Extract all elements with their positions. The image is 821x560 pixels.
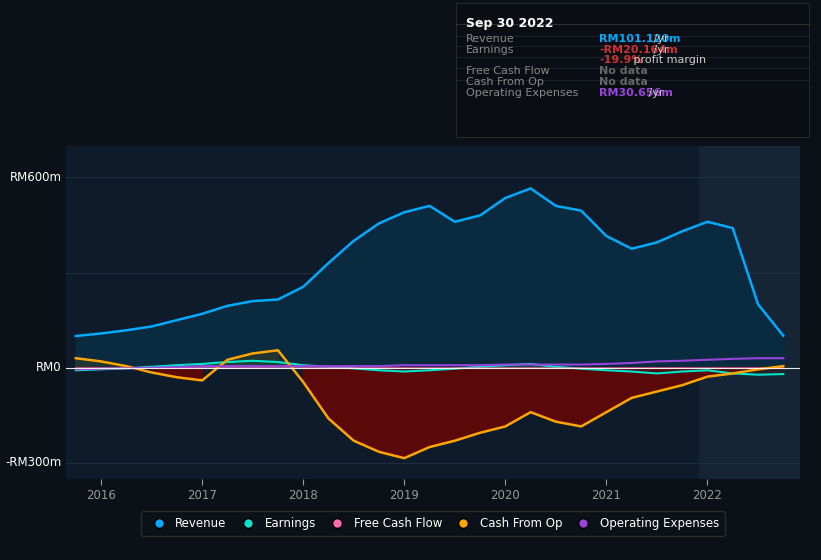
Text: Sep 30 2022: Sep 30 2022 [466,17,553,30]
Text: No data: No data [599,66,649,76]
Text: -RM300m: -RM300m [5,456,62,469]
Text: RM600m: RM600m [10,171,62,184]
Text: -RM20.164m: -RM20.164m [599,45,678,55]
Text: profit margin: profit margin [630,55,706,65]
Text: RM0: RM0 [36,361,62,374]
Legend: Revenue, Earnings, Free Cash Flow, Cash From Op, Operating Expenses: Revenue, Earnings, Free Cash Flow, Cash … [141,511,725,536]
Text: Cash From Op: Cash From Op [466,77,544,87]
Bar [699,146,800,479]
Text: /yr: /yr [650,34,669,44]
Text: No data: No data [599,77,649,87]
Text: -19.9%: -19.9% [599,55,643,65]
Text: Earnings: Earnings [466,45,514,55]
Text: Revenue: Revenue [466,34,514,44]
Text: RM30.656m: RM30.656m [599,88,673,99]
Text: Free Cash Flow: Free Cash Flow [466,66,549,76]
Text: /yr: /yr [650,45,669,55]
Text: /yr: /yr [645,88,663,99]
Text: Operating Expenses: Operating Expenses [466,88,578,99]
Text: RM101.120m: RM101.120m [599,34,681,44]
